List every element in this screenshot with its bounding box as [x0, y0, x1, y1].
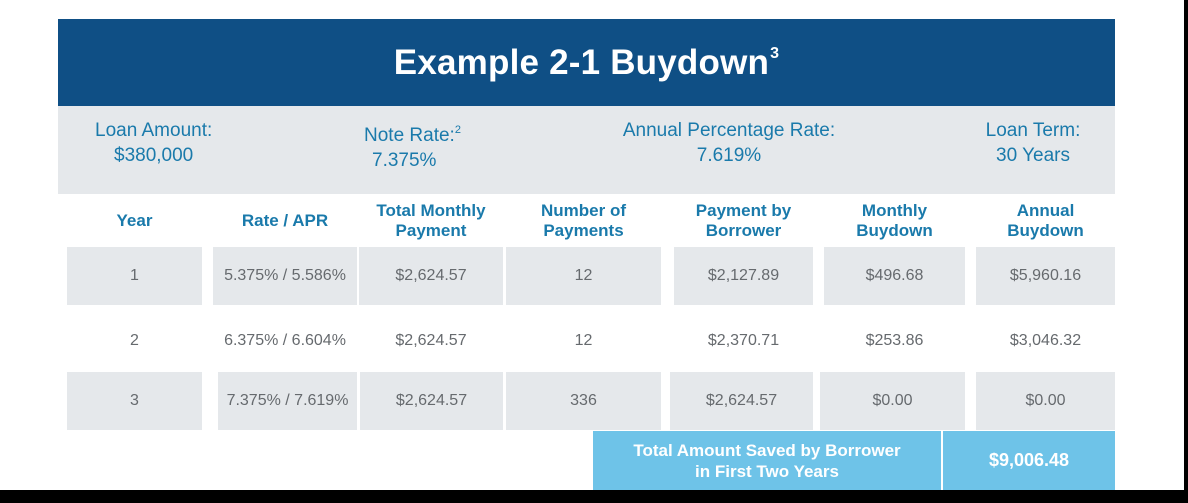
- col-header-payment-by-borrower: Payment by Borrower: [695, 201, 792, 240]
- col-header-monthly-buydown: Monthly Buydown: [856, 201, 933, 240]
- cell-year: 3: [67, 372, 202, 430]
- note-rate-label: Note Rate:2: [364, 118, 461, 148]
- cell-payment-by-borrower: $2,624.57: [670, 372, 813, 430]
- title-banner: Example 2-1 Buydown3: [58, 19, 1115, 106]
- cell-total-monthly-payment: $2,624.57: [359, 247, 503, 305]
- page-title: Example 2-1 Buydown3: [394, 43, 779, 83]
- cell-annual-buydown: $5,960.16: [976, 247, 1115, 305]
- note-rate-footnote: 2: [454, 124, 461, 136]
- cell-payment-by-borrower: $2,370.71: [707, 332, 780, 349]
- cell-monthly-buydown: $0.00: [820, 372, 965, 430]
- loan-amount-label: Loan Amount:: [95, 120, 213, 141]
- cell-year: 2: [130, 332, 139, 349]
- loan-term: Loan Term: 30 Years: [978, 118, 1088, 168]
- cell-annual-buydown: $0.00: [976, 372, 1115, 430]
- note-rate: Note Rate:2 7.375%: [364, 118, 461, 173]
- frame-border-bottom: [0, 490, 1188, 503]
- frame-border-right: [1184, 0, 1188, 503]
- loan-term-label: Loan Term:: [985, 120, 1081, 141]
- title-text: Example 2-1 Buydown: [393, 42, 770, 82]
- total-savings-label: Total Amount Saved by Borrower in First …: [593, 431, 941, 490]
- loan-summary-band: Loan Amount: $380,000 Note Rate:2 7.375%…: [58, 106, 1115, 194]
- cell-number-of-payments: 12: [574, 332, 593, 349]
- loan-term-value: 30 Years: [996, 145, 1070, 166]
- cell-rate-apr: 6.375% / 6.604%: [224, 332, 346, 349]
- cell-number-of-payments: 336: [506, 372, 661, 430]
- cell-total-monthly-payment: $2,624.57: [360, 372, 503, 430]
- apr-label: Annual Percentage Rate:: [622, 120, 836, 141]
- cell-payment-by-borrower: $2,127.89: [674, 247, 813, 305]
- cell-rate-apr: 5.375% / 5.586%: [213, 247, 357, 305]
- apr: Annual Percentage Rate: 7.619%: [599, 118, 859, 168]
- col-header-rate-apr: Rate / APR: [241, 211, 329, 230]
- cell-total-monthly-payment: $2,624.57: [395, 332, 467, 349]
- col-header-annual-buydown: Annual Buydown: [1007, 201, 1084, 240]
- col-header-total-monthly-payment: Total Monthly Payment: [376, 201, 486, 240]
- loan-amount: Loan Amount: $380,000: [95, 118, 212, 168]
- note-rate-value: 7.375%: [372, 150, 437, 171]
- cell-year: 1: [67, 247, 202, 305]
- total-savings-value: $9,006.48: [943, 431, 1115, 490]
- cell-monthly-buydown: $496.68: [824, 247, 965, 305]
- note-rate-label-text: Note Rate:: [364, 125, 455, 146]
- col-header-year: Year: [116, 211, 153, 230]
- loan-amount-value: $380,000: [114, 145, 194, 166]
- col-header-number-of-payments: Number of Payments: [541, 201, 626, 240]
- title-footnote: 3: [770, 44, 780, 62]
- cell-rate-apr: 7.375% / 7.619%: [218, 372, 357, 430]
- cell-annual-buydown: $3,046.32: [1009, 332, 1082, 349]
- cell-number-of-payments: 12: [506, 247, 661, 305]
- apr-value: 7.619%: [696, 145, 762, 166]
- cell-monthly-buydown: $253.86: [865, 332, 924, 349]
